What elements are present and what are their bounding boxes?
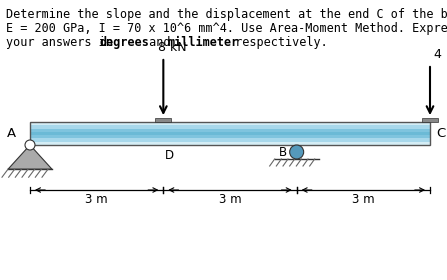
FancyBboxPatch shape — [30, 122, 430, 125]
Bar — [30, 122, 430, 145]
Text: 3 m: 3 m — [85, 193, 108, 206]
Text: degrees: degrees — [99, 36, 149, 49]
Text: B: B — [278, 146, 287, 158]
Text: 3 m: 3 m — [219, 193, 241, 206]
FancyBboxPatch shape — [30, 125, 430, 129]
Text: 8 kN: 8 kN — [158, 41, 187, 54]
Text: millimeter: millimeter — [167, 36, 238, 49]
FancyBboxPatch shape — [30, 142, 430, 145]
Bar — [156, 118, 171, 122]
Text: A: A — [7, 127, 16, 140]
Polygon shape — [8, 145, 52, 169]
Circle shape — [290, 145, 304, 159]
Text: and: and — [142, 36, 177, 49]
FancyBboxPatch shape — [30, 129, 430, 132]
Circle shape — [25, 140, 35, 150]
FancyBboxPatch shape — [30, 132, 430, 135]
Bar — [422, 118, 438, 122]
Text: D: D — [165, 149, 174, 162]
FancyBboxPatch shape — [30, 135, 430, 138]
Text: Determine the slope and the displacement at the end C of the beam.: Determine the slope and the displacement… — [6, 8, 447, 21]
Text: 4 kN: 4 kN — [434, 48, 447, 61]
FancyBboxPatch shape — [30, 138, 430, 142]
Text: E = 200 GPa, I = 70 x 10^6 mm^4. Use Area-Moment Method. Express: E = 200 GPa, I = 70 x 10^6 mm^4. Use Are… — [6, 22, 447, 35]
Text: respectively.: respectively. — [228, 36, 328, 49]
Text: 3 m: 3 m — [352, 193, 375, 206]
Text: C: C — [436, 127, 445, 140]
Text: your answers in: your answers in — [6, 36, 120, 49]
